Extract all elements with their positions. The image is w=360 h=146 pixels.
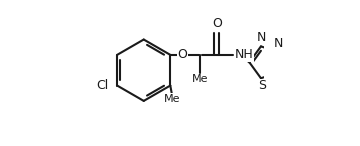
Text: N: N — [274, 37, 283, 50]
Text: N: N — [257, 31, 266, 44]
Text: S: S — [258, 79, 266, 92]
Text: O: O — [177, 48, 187, 61]
Text: O: O — [212, 17, 222, 30]
Text: NH: NH — [234, 48, 253, 61]
Text: Cl: Cl — [96, 79, 109, 92]
Text: Me: Me — [192, 74, 208, 84]
Text: Me: Me — [164, 94, 180, 104]
